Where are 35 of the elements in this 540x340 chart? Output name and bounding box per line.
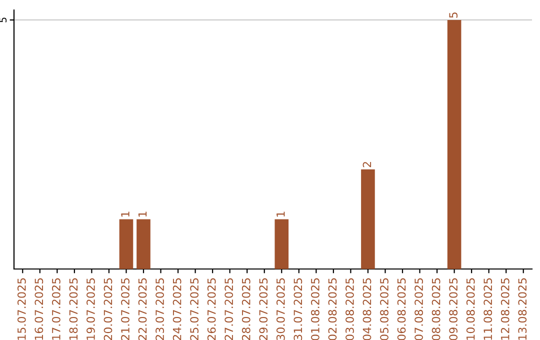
x-tick-label: 22.07.2025	[138, 278, 147, 340]
data-label: 5	[449, 12, 458, 18]
x-tick-label: 20.07.2025	[104, 278, 112, 340]
x-tick-label: 25.07.2025	[190, 278, 199, 340]
x-tick-label: 27.07.2025	[224, 278, 234, 340]
x-tick-label: 19.07.2025	[86, 278, 95, 340]
data-label: 1	[121, 212, 130, 217]
x-tick-label: 21.07.2025	[121, 278, 130, 340]
x-tick-label: 02.08.2025	[328, 278, 337, 340]
x-tick-label: 28.07.2025	[242, 278, 250, 340]
x-tick-label: 06.08.2025	[397, 278, 406, 340]
x-tick-label: 05.08.2025	[380, 278, 388, 340]
data-label: 2	[362, 162, 372, 168]
x-tick-label: 04.08.2025	[362, 278, 372, 340]
x-tick-label: 24.07.2025	[172, 278, 182, 340]
x-tick-label: 17.07.2025	[52, 278, 60, 340]
x-tick-label: 31.07.2025	[294, 278, 302, 340]
x-tick-label: 03.08.2025	[346, 278, 354, 340]
x-tick-label: 01.08.2025	[310, 278, 320, 340]
x-tick-label: 13.08.2025	[518, 278, 527, 340]
x-tick-label: 29.07.2025	[259, 278, 268, 340]
x-tick-label: 10.08.2025	[466, 278, 475, 340]
x-tick-label: 07.08.2025	[414, 278, 423, 340]
x-tick-label: 15.07.2025	[17, 278, 26, 340]
data-label: 1	[138, 212, 147, 217]
x-tick-label: 08.08.2025	[432, 278, 440, 340]
data-label: 1	[276, 212, 285, 217]
x-tick-label: 09.08.2025	[449, 278, 458, 340]
x-tick-label: 23.07.2025	[156, 278, 164, 340]
x-tick-label: 11.08.2025	[484, 278, 492, 340]
x-tick-label: 18.07.2025	[69, 278, 78, 340]
x-tick-label: 16.07.2025	[34, 278, 44, 340]
x-tick-label: 30.07.2025	[276, 278, 285, 340]
x-tick-label: 26.07.2025	[207, 278, 216, 340]
x-tick-label: 12.08.2025	[500, 278, 510, 340]
